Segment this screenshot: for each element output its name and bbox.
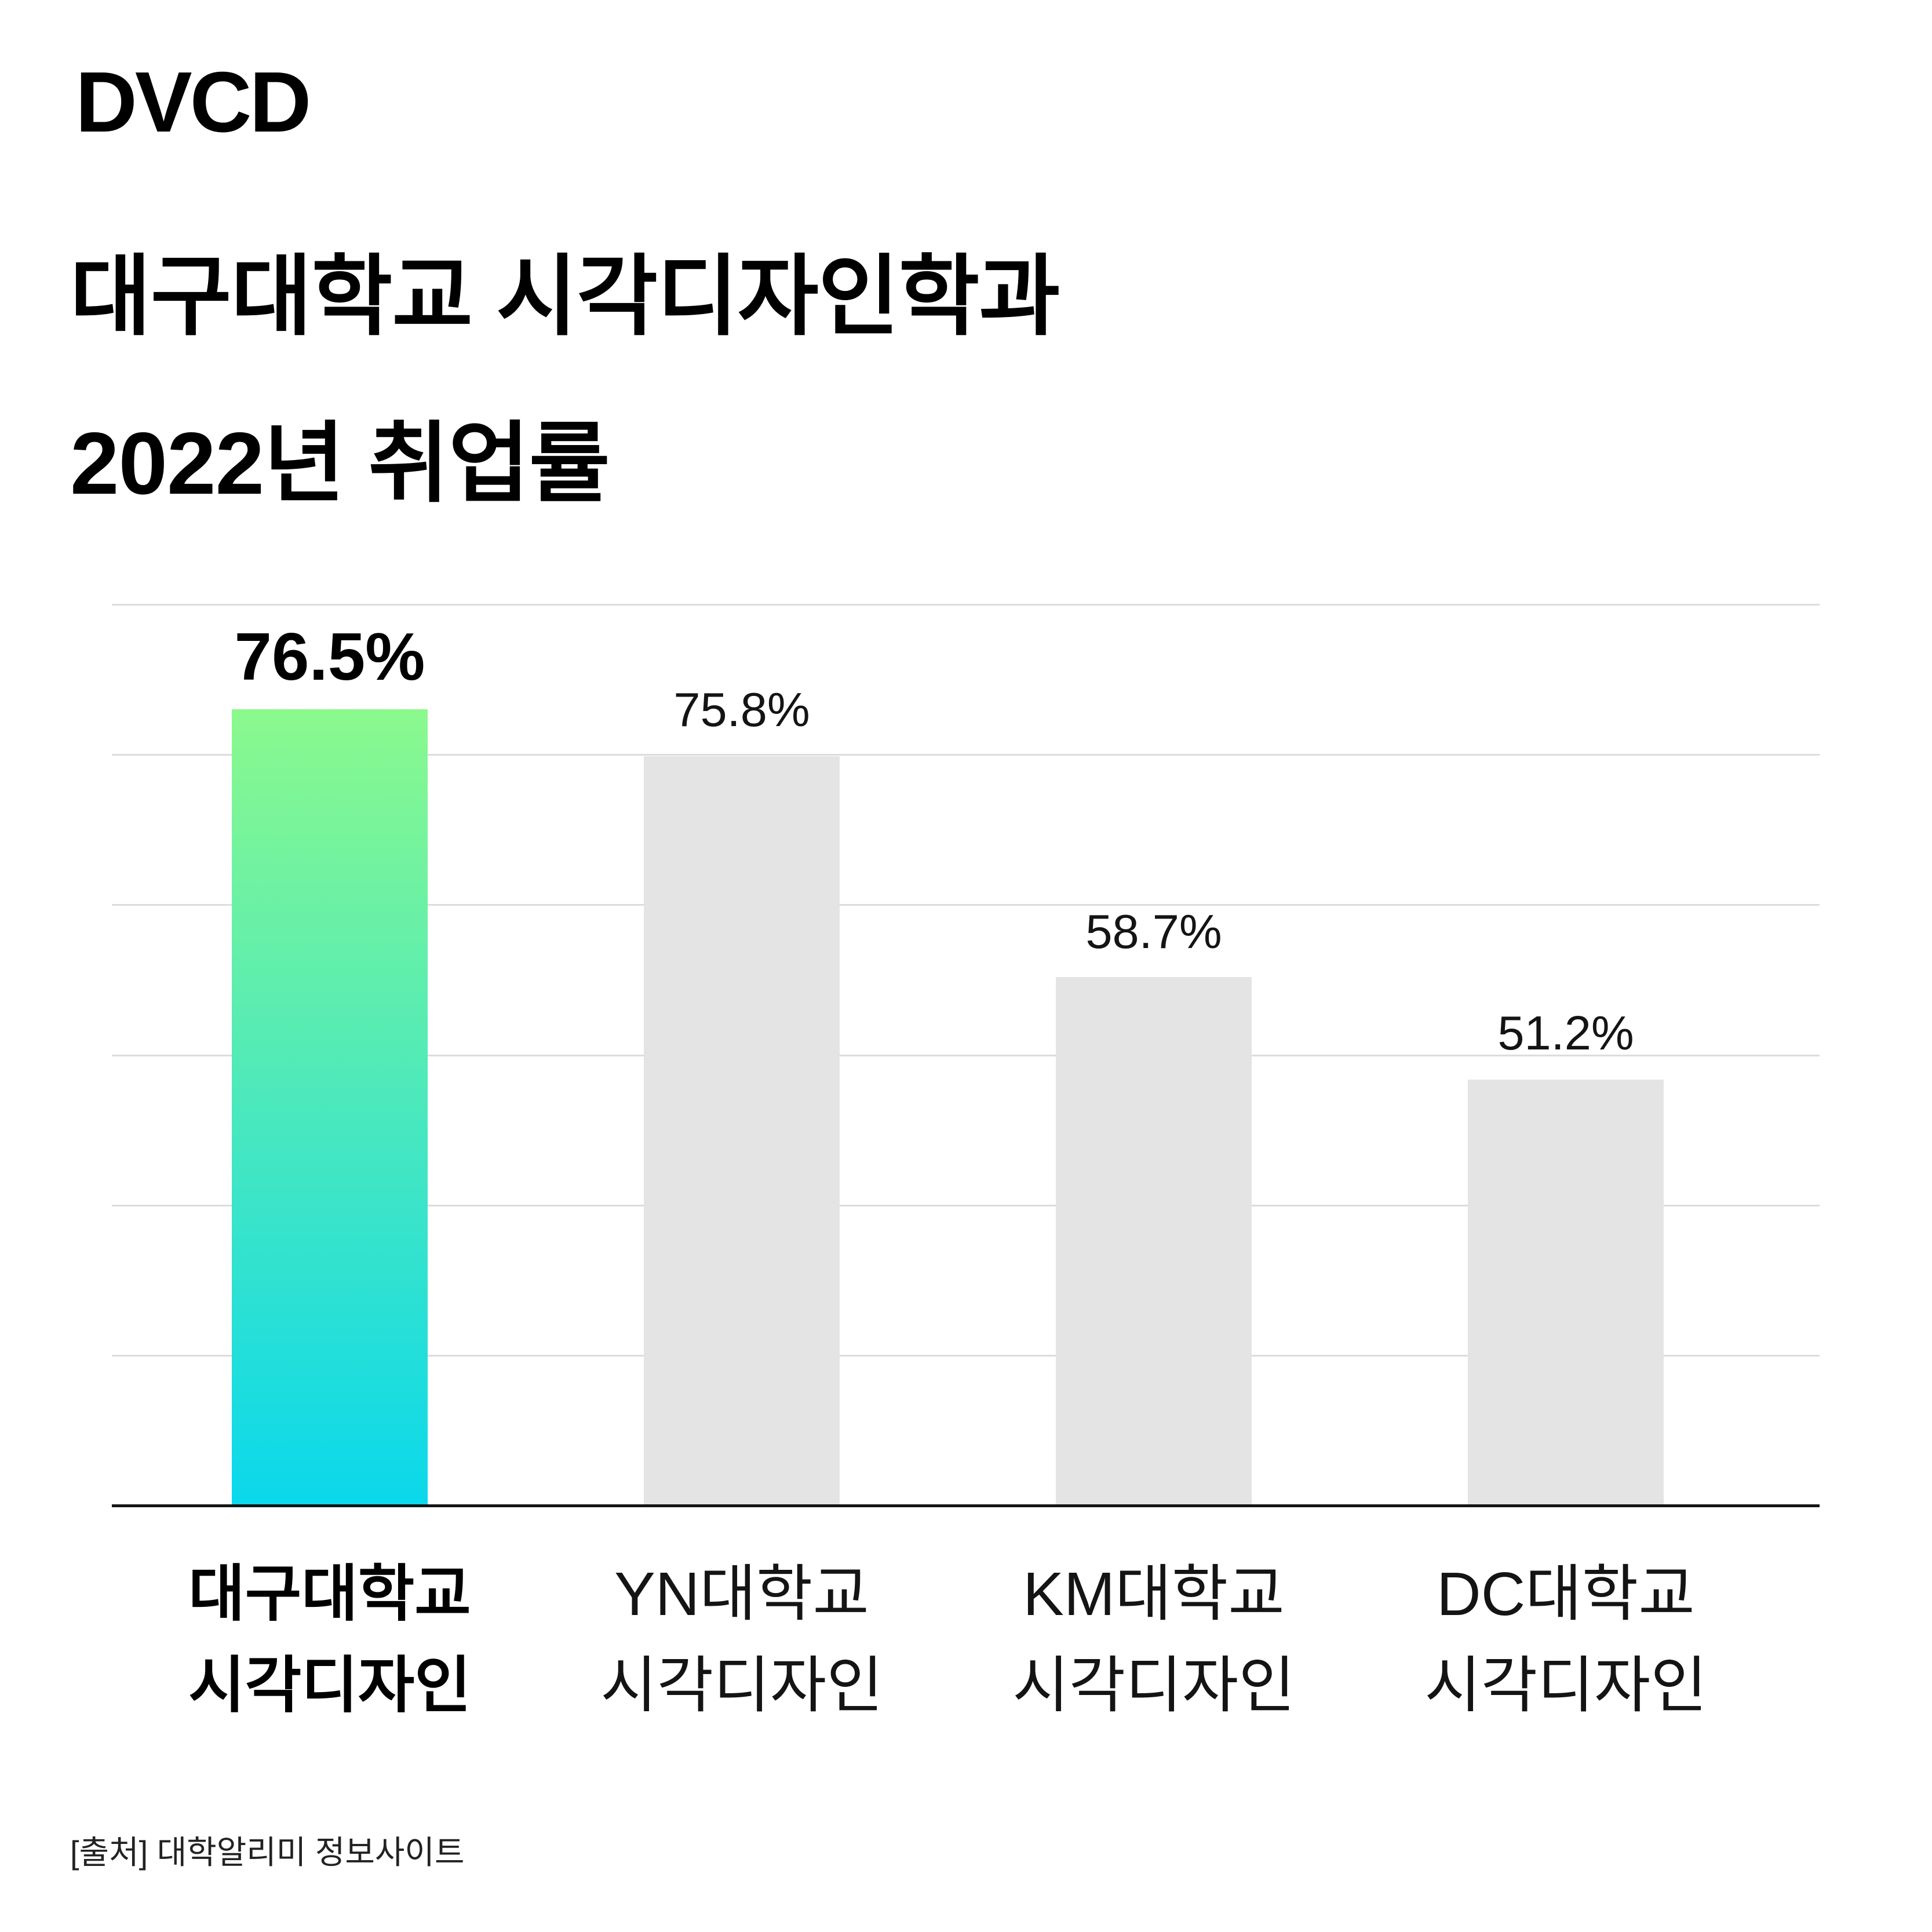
category-label-km: KM대학교 시각디자인 (951, 1548, 1357, 1731)
x-axis-line (112, 1504, 1820, 1507)
category-label-km-line2: 시각디자인 (1012, 1652, 1295, 1720)
category-label-yn-line1: YN대학교 (614, 1560, 869, 1628)
gridline (112, 1205, 1820, 1206)
category-label-daegu: 대구대학교 시각디자인 (127, 1548, 533, 1731)
bar-daegu-highlight (232, 709, 428, 1505)
category-label-dc: DC대학교 시각디자인 (1363, 1548, 1769, 1731)
page-title-line1: 대구대학교 시각디자인학과 (70, 247, 1060, 346)
category-label-yn-line2: 시각디자인 (600, 1652, 883, 1720)
gridline (112, 1055, 1820, 1056)
source-footnote: [출처] 대학알리미 정보사이트 (70, 1834, 465, 1871)
bar-dc (1468, 1080, 1664, 1505)
gridline (112, 754, 1820, 756)
value-label-km: 58.7% (1085, 905, 1222, 958)
value-label-yn: 75.8% (673, 683, 810, 737)
category-label-km-line1: KM대학교 (1023, 1560, 1285, 1628)
category-label-yn: YN대학교 시각디자인 (539, 1548, 945, 1731)
gridline (112, 604, 1820, 606)
category-label-dc-line2: 시각디자인 (1424, 1652, 1707, 1720)
category-label-daegu-line1: 대구대학교 (188, 1560, 471, 1628)
bar-yn (644, 756, 840, 1505)
category-label-dc-line1: DC대학교 (1437, 1560, 1695, 1628)
gridline (112, 904, 1820, 906)
brand-logo: DVCD (75, 54, 311, 150)
bar-km (1056, 977, 1252, 1505)
page-title: 대구대학교 시각디자인학과 2022년 취업률 (70, 213, 1060, 547)
value-label-dc: 51.2% (1497, 1006, 1634, 1060)
gridline (112, 1355, 1820, 1357)
value-label-daegu: 76.5% (234, 619, 425, 694)
category-label-daegu-line2: 시각디자인 (188, 1652, 471, 1720)
page-title-line2: 2022년 취업률 (70, 414, 610, 513)
